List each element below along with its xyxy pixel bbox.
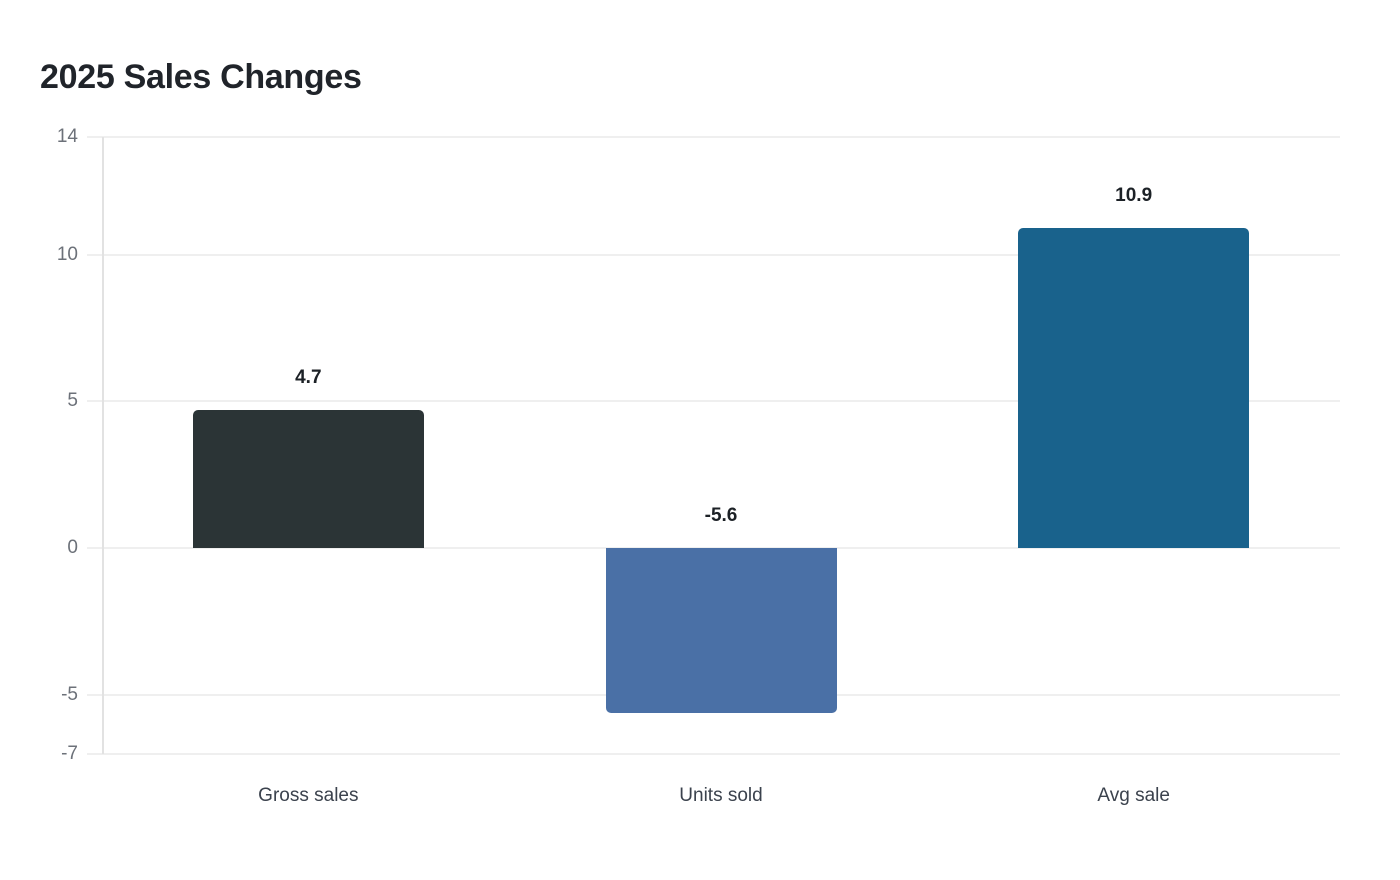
y-tick-label: 5 [67, 390, 78, 412]
y-tick-label: 10 [56, 243, 78, 265]
value-label-gross-sales: 4.7 [295, 367, 322, 389]
gridline [87, 253, 1340, 256]
y-tick-label: -7 [61, 743, 78, 764]
value-label-units-sold: -5.6 [704, 505, 738, 527]
bar-avg-sale [1018, 228, 1250, 549]
bar-units-sold [605, 548, 837, 713]
gridline [87, 753, 1340, 755]
gridline [87, 400, 1340, 403]
y-tick-label: 0 [67, 537, 78, 559]
gridline [87, 136, 1340, 138]
category-label-avg-sale: Avg sale [1097, 785, 1170, 806]
bar-gross-sales [192, 410, 424, 549]
category-label-units-sold: Units sold [679, 785, 763, 806]
chart-title: 2025 Sales Changes [40, 58, 362, 96]
category-label-gross-sales: Gross sales [258, 785, 359, 806]
value-label-avg-sale: 10.9 [1115, 185, 1153, 207]
y-tick-label: 14 [56, 126, 78, 147]
y-axis-line [102, 137, 104, 754]
y-tick-label: -5 [61, 684, 78, 706]
